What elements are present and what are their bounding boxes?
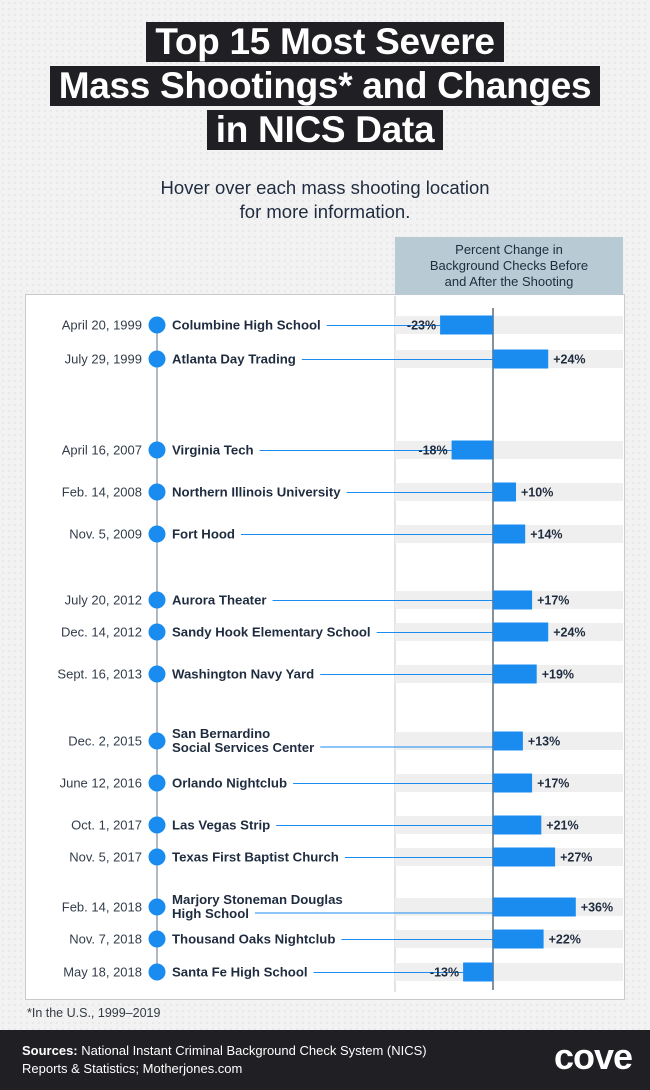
shooting-name-label: Columbine High School [172,318,321,333]
value-label: +36% [581,901,613,915]
value-label: +27% [560,851,592,865]
shooting-name-label: Social Services Center [172,740,314,755]
shooting-name-label: Las Vegas Strip [172,818,270,833]
subtitle-line-2: for more information. [239,201,411,222]
date-label: Oct. 1, 2017 [71,818,142,833]
date-label: Dec. 14, 2012 [61,625,142,640]
shooting-name-label: Marjory Stoneman Douglas [172,892,343,907]
timeline-dot [148,848,166,866]
timeline-dot [148,963,166,981]
value-label: +19% [542,668,574,682]
shooting-name-label: Texas First Baptist Church [172,850,339,865]
timeline-dot [148,816,166,834]
column-header: Percent Change in Background Checks Befo… [395,237,623,295]
bar [463,962,493,982]
timeline-dot [148,525,166,543]
bar [493,929,544,949]
timeline-dot [148,898,166,916]
date-label: Feb. 14, 2008 [62,485,142,500]
timeline-dot [148,316,166,334]
sources-line-1: National Instant Criminal Background Che… [81,1043,427,1058]
row-band [395,963,623,981]
cove-logo: cove [553,1036,633,1077]
subtitle-line-1: Hover over each mass shooting location [160,177,490,198]
value-label: +17% [537,777,569,791]
bar [493,664,537,684]
value-label: +13% [528,735,560,749]
date-label: July 20, 2012 [65,593,142,608]
date-label: Dec. 2, 2015 [68,734,142,749]
bar [493,847,556,867]
shooting-name-label: Sandy Hook Elementary School [172,625,371,640]
bar [493,590,533,610]
subtitle: Hover over each mass shooting location f… [0,176,650,224]
shooting-name-label: San Bernardino [172,726,270,741]
bar [493,349,549,369]
bar [451,440,493,460]
column-header-line-1: Percent Change in [455,242,563,257]
footnote: *In the U.S., 1999–2019 [27,1006,161,1020]
timeline-dot [148,591,166,609]
date-label: Feb. 14, 2018 [62,900,142,915]
value-label: -23% [407,319,436,333]
shooting-name-label: Orlando Nightclub [172,776,287,791]
shooting-name-label: Santa Fe High School [172,965,308,980]
value-label: +14% [530,528,562,542]
timeline-dot [148,930,166,948]
date-label: Nov. 5, 2017 [69,850,142,865]
title-line-1: Top 15 Most Severe [146,22,504,62]
bar [493,731,523,751]
title-line-3: in NICS Data [206,110,444,150]
shooting-name-label: High School [172,906,249,921]
date-label: Nov. 7, 2018 [69,932,142,947]
date-label: April 20, 1999 [62,318,142,333]
bar [493,622,549,642]
sources-line-2: Reports & Statistics; Motherjones.com [22,1061,243,1076]
shooting-name-label: Virginia Tech [172,443,254,458]
value-label: +21% [546,819,578,833]
footer: Sources: National Instant Criminal Backg… [0,1030,650,1090]
bar [493,524,526,544]
value-label: -13% [430,966,459,980]
bar [440,315,493,335]
sources: Sources: National Instant Criminal Backg… [22,1042,492,1078]
shooting-name-label: Thousand Oaks Nightclub [172,932,335,947]
chart-panel [25,294,625,1000]
timeline-dot [148,732,166,750]
timeline-dot [148,623,166,641]
bar [493,897,576,917]
timeline-dot [148,441,166,459]
date-label: May 18, 2018 [63,965,142,980]
date-label: April 16, 2007 [62,443,142,458]
shooting-name-label: Washington Navy Yard [172,667,314,682]
value-label: -18% [418,444,447,458]
date-label: July 29, 1999 [65,352,142,367]
value-label: +10% [521,486,553,500]
date-label: Nov. 5, 2009 [69,527,142,542]
value-label: +17% [537,594,569,608]
value-label: +24% [553,626,585,640]
value-label: +22% [549,933,581,947]
date-label: Sept. 16, 2013 [57,667,142,682]
chart-title: Top 15 Most Severe Mass Shootings* and C… [0,22,650,154]
shooting-name-label: Northern Illinois University [172,485,341,500]
sources-label: Sources: [22,1043,78,1058]
column-header-line-2: Background Checks Before [429,258,589,273]
timeline-dot [148,774,166,792]
value-label: +24% [553,353,585,367]
shooting-name-label: Fort Hood [172,527,235,542]
title-line-2: Mass Shootings* and Changes [49,66,601,106]
timeline-dot [148,665,166,683]
shooting-name-label: Atlanta Day Trading [172,352,296,367]
timeline-dot [148,350,166,368]
timeline-dot [148,483,166,501]
column-header-line-3: and After the Shooting [444,274,574,289]
bar [493,815,542,835]
shooting-name-label: Aurora Theater [172,593,267,608]
bar [493,482,516,502]
bar [493,773,533,793]
date-label: June 12, 2016 [60,776,142,791]
